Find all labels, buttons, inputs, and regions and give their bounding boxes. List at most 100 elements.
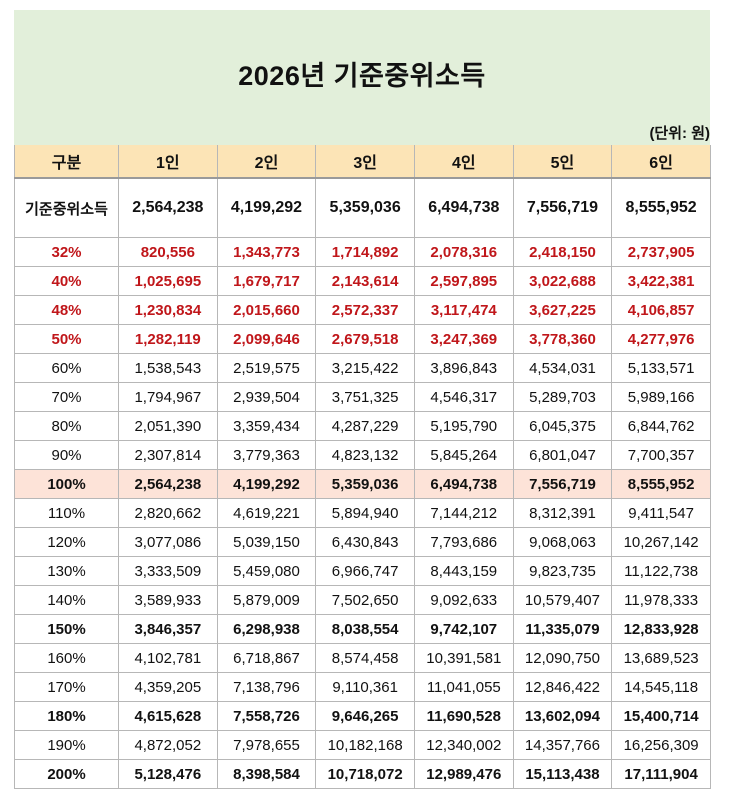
value-cell: 2,737,905: [611, 237, 711, 267]
value-cell: 8,398,584: [216, 759, 317, 789]
table-row: 190% 4,872,052 7,978,655 10,182,168 12,340,0…: [14, 730, 711, 760]
row-label: 32%: [14, 237, 119, 267]
value-cell: 9,823,735: [512, 556, 613, 586]
value-cell: 4,199,292: [216, 469, 317, 499]
table-row: 120% 3,077,086 5,039,150 6,430,843 7,793,686…: [14, 527, 711, 557]
table-row: 160% 4,102,781 6,718,867 8,574,458 10,391,58…: [14, 643, 711, 673]
value-cell: 8,574,458: [315, 643, 415, 673]
value-cell: 11,041,055: [413, 672, 514, 702]
value-cell: 8,555,952: [611, 177, 711, 238]
value-cell: 17,111,904: [611, 759, 711, 789]
row-label: 160%: [14, 643, 119, 673]
income-sheet: 2026년 기준중위소득 (단위: 원) 구분 1인 2인 3인 4인 5인 6…: [14, 10, 711, 789]
value-cell: 3,359,434: [216, 411, 317, 441]
value-cell: 5,359,036: [315, 469, 415, 499]
value-cell: 8,312,391: [512, 498, 613, 528]
value-cell: 13,602,094: [512, 701, 613, 731]
row-label: 120%: [14, 527, 119, 557]
value-cell: 12,340,002: [413, 730, 514, 760]
value-cell: 3,422,381: [611, 266, 711, 296]
value-cell: 4,534,031: [512, 353, 613, 383]
value-cell: 1,679,717: [216, 266, 317, 296]
value-cell: 12,090,750: [512, 643, 613, 673]
value-cell: 12,846,422: [512, 672, 613, 702]
value-cell: 8,555,952: [611, 469, 711, 499]
value-cell: 4,106,857: [611, 295, 711, 325]
median-income-row: 기준중위소득 2,564,238 4,199,292 5,359,036 6,4…: [14, 177, 711, 238]
table-row: 130% 3,333,509 5,459,080 6,966,747 8,443,159…: [14, 556, 711, 586]
value-cell: 11,122,738: [611, 556, 711, 586]
value-cell: 12,833,928: [611, 614, 711, 644]
value-cell: 11,335,079: [512, 614, 613, 644]
value-cell: 1,794,967: [118, 382, 218, 412]
table-row: 70% 1,794,967 2,939,504 3,751,325 4,546,317 5…: [14, 382, 711, 412]
value-cell: 1,714,892: [315, 237, 415, 267]
value-cell: 7,144,212: [413, 498, 514, 528]
value-cell: 5,133,571: [611, 353, 711, 383]
value-cell: 2,572,337: [315, 295, 415, 325]
row-label: 110%: [14, 498, 119, 528]
value-cell: 5,459,080: [216, 556, 317, 586]
value-cell: 5,845,264: [413, 440, 514, 470]
value-cell: 9,646,265: [315, 701, 415, 731]
table-row: 140% 3,589,933 5,879,009 7,502,650 9,092,633…: [14, 585, 711, 615]
row-label: 48%: [14, 295, 119, 325]
row-label: 60%: [14, 353, 119, 383]
row-label: 140%: [14, 585, 119, 615]
table-row: 40% 1,025,695 1,679,717 2,143,614 2,597,895 3…: [14, 266, 711, 296]
value-cell: 8,038,554: [315, 614, 415, 644]
row-label: 70%: [14, 382, 119, 412]
row-label: 90%: [14, 440, 119, 470]
value-cell: 6,966,747: [315, 556, 415, 586]
row-label: 80%: [14, 411, 119, 441]
value-cell: 10,182,168: [315, 730, 415, 760]
header-2-person: 2인: [216, 145, 317, 179]
value-cell: 7,502,650: [315, 585, 415, 615]
value-cell: 2,939,504: [216, 382, 317, 412]
value-cell: 1,538,543: [118, 353, 218, 383]
value-cell: 4,359,205: [118, 672, 218, 702]
row-label: 100%: [14, 469, 119, 499]
value-cell: 15,113,438: [512, 759, 613, 789]
value-cell: 2,078,316: [413, 237, 514, 267]
value-cell: 7,700,357: [611, 440, 711, 470]
header-4-person: 4인: [413, 145, 514, 179]
value-cell: 4,823,132: [315, 440, 415, 470]
value-cell: 14,357,766: [512, 730, 613, 760]
row-label: 170%: [14, 672, 119, 702]
value-cell: 5,039,150: [216, 527, 317, 557]
table-row: 150% 3,846,357 6,298,938 8,038,554 9,742,107…: [14, 614, 711, 644]
value-cell: 9,068,063: [512, 527, 613, 557]
value-cell: 10,391,581: [413, 643, 514, 673]
unit-label: (단위: 원): [649, 125, 710, 142]
value-cell: 4,872,052: [118, 730, 218, 760]
value-cell: 3,627,225: [512, 295, 613, 325]
table-row: 90% 2,307,814 3,779,363 4,823,132 5,845,264 6…: [14, 440, 711, 470]
value-cell: 7,793,686: [413, 527, 514, 557]
row-label: 50%: [14, 324, 119, 354]
title-band: 2026년 기준중위소득 (단위: 원): [14, 10, 710, 145]
value-cell: 2,015,660: [216, 295, 317, 325]
value-cell: 4,199,292: [216, 177, 317, 238]
value-cell: 3,589,933: [118, 585, 218, 615]
value-cell: 4,619,221: [216, 498, 317, 528]
value-cell: 3,247,369: [413, 324, 514, 354]
value-cell: 11,978,333: [611, 585, 711, 615]
value-cell: 10,718,072: [315, 759, 415, 789]
value-cell: 820,556: [118, 237, 218, 267]
value-cell: 2,564,238: [118, 177, 218, 238]
value-cell: 4,546,317: [413, 382, 514, 412]
header-5-person: 5인: [512, 145, 613, 179]
value-cell: 6,298,938: [216, 614, 317, 644]
page-title: 2026년 기준중위소득: [238, 61, 486, 91]
value-cell: 7,138,796: [216, 672, 317, 702]
value-cell: 4,615,628: [118, 701, 218, 731]
value-cell: 9,092,633: [413, 585, 514, 615]
table-row: 50% 1,282,119 2,099,646 2,679,518 3,247,369 3…: [14, 324, 711, 354]
value-cell: 13,689,523: [611, 643, 711, 673]
value-cell: 6,844,762: [611, 411, 711, 441]
value-cell: 15,400,714: [611, 701, 711, 731]
row-label: 150%: [14, 614, 119, 644]
value-cell: 10,579,407: [512, 585, 613, 615]
value-cell: 6,430,843: [315, 527, 415, 557]
